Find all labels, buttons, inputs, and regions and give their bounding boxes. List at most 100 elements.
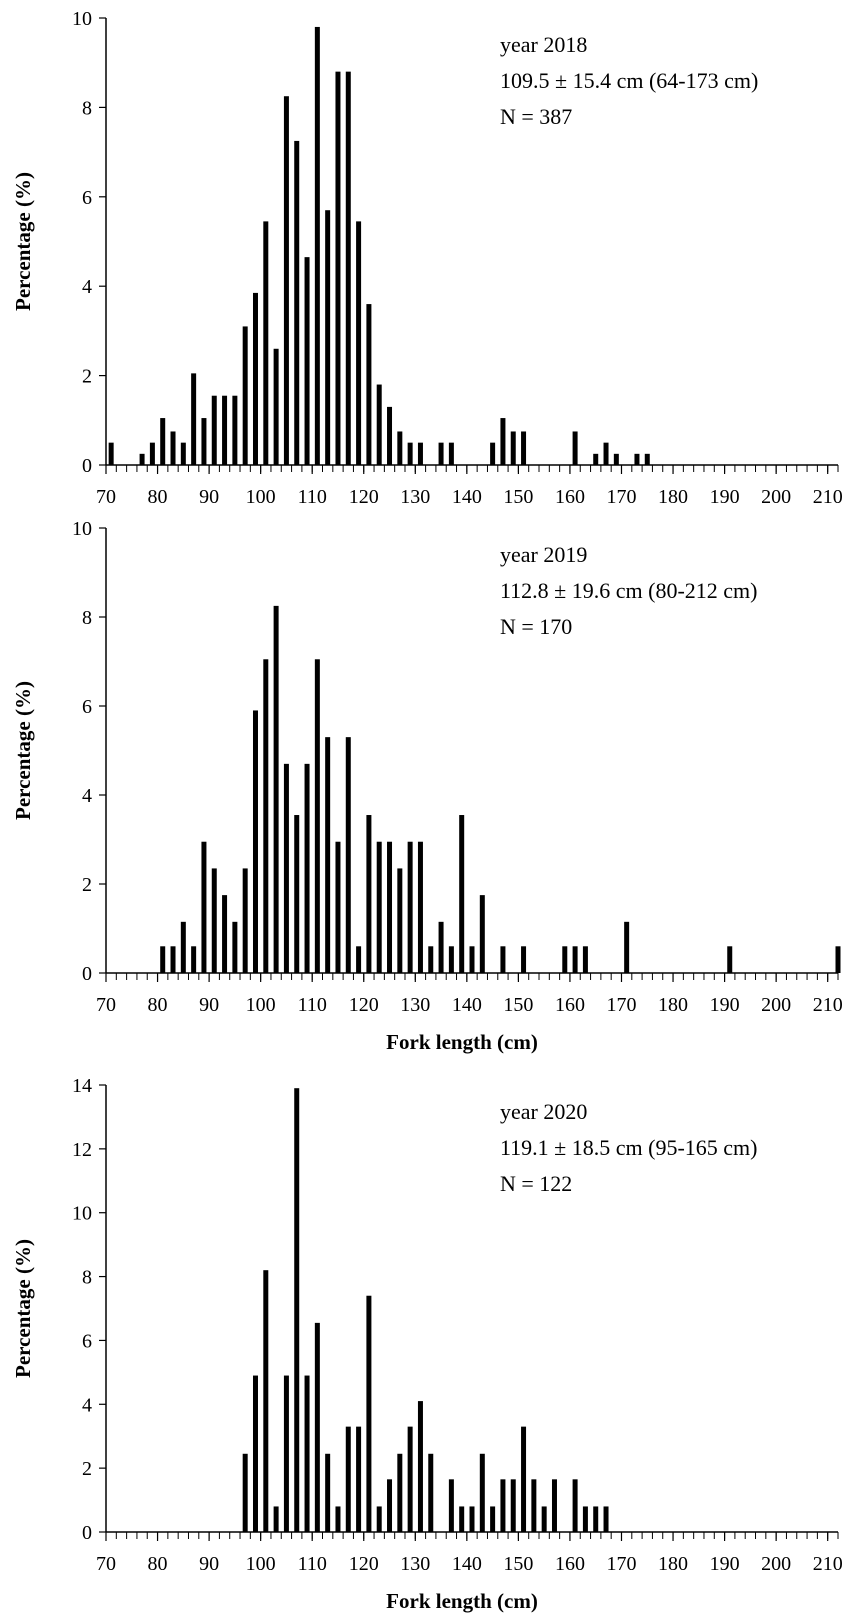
bar (252, 1375, 258, 1532)
bar (624, 921, 630, 973)
bar (593, 453, 599, 465)
bar (304, 1375, 310, 1532)
bar (191, 946, 197, 973)
bar (490, 1506, 496, 1532)
bar (273, 348, 279, 465)
x-tick-label: 210 (813, 994, 843, 1016)
bar (551, 1479, 557, 1532)
bar (613, 453, 619, 465)
bar (428, 1453, 434, 1532)
bar (531, 1479, 537, 1532)
bar (562, 946, 568, 973)
bar (345, 1426, 351, 1532)
bar (335, 841, 341, 973)
bar (345, 71, 351, 465)
bar (428, 946, 434, 973)
y-axis-title: Percentage (%) (11, 1239, 35, 1378)
x-tick-label: 180 (658, 994, 688, 1016)
x-tick-label: 110 (298, 486, 327, 508)
bar (366, 1295, 372, 1532)
y-tick-label: 2 (82, 366, 92, 388)
bar (314, 659, 320, 973)
x-tick-label: 70 (96, 994, 116, 1016)
annotation-line: 119.1 ± 18.5 cm (95-165 cm) (500, 1135, 758, 1160)
bar (448, 1479, 454, 1532)
bar (448, 946, 454, 973)
x-tick-label: 100 (246, 994, 276, 1016)
x-tick-label: 170 (606, 994, 636, 1016)
bar (407, 442, 413, 465)
bar (582, 1506, 588, 1532)
bar (160, 946, 166, 973)
bar (283, 96, 289, 465)
y-tick-label: 8 (82, 1267, 92, 1289)
annotation-line: 112.8 ± 19.6 cm (80-212 cm) (500, 578, 758, 603)
bar (459, 1506, 465, 1532)
x-tick-label: 120 (349, 994, 379, 1016)
y-axis-title: Percentage (%) (11, 681, 35, 820)
bar (314, 26, 320, 465)
bar (232, 395, 238, 465)
bar (407, 841, 413, 973)
x-tick-label: 210 (813, 1553, 843, 1575)
bar (521, 1426, 527, 1532)
bar (376, 1506, 382, 1532)
bar (304, 763, 310, 973)
bar (149, 442, 155, 465)
chart-panel-2: 70 80 90 100 110 120 130 140 150 160 170 180 190 200 2… (11, 518, 843, 1054)
bar (325, 210, 331, 465)
bar (572, 1479, 578, 1532)
x-axis-title: Fork length (cm) (386, 1030, 538, 1054)
bar (356, 221, 362, 465)
annotation-line: N = 170 (500, 614, 572, 639)
bar (191, 373, 197, 465)
bar (170, 431, 176, 465)
bar (201, 841, 207, 973)
x-tick-label: 130 (400, 1553, 430, 1575)
bar (211, 395, 217, 465)
bar (387, 841, 393, 973)
bar (201, 418, 207, 465)
annotation-line: year 2019 (500, 542, 587, 567)
y-tick-label: 10 (72, 1203, 92, 1225)
bar (108, 442, 114, 465)
y-tick-label: 0 (82, 963, 92, 985)
bar (417, 841, 423, 973)
x-tick-label: 150 (503, 1553, 533, 1575)
y-tick-label: 12 (72, 1139, 92, 1161)
bar (232, 921, 238, 973)
bar (387, 1479, 393, 1532)
x-tick-label: 110 (298, 994, 327, 1016)
bar (356, 946, 362, 973)
y-tick-label: 4 (82, 785, 92, 807)
bar (335, 71, 341, 465)
bar (835, 946, 841, 973)
bar (273, 1506, 279, 1532)
x-tick-label: 70 (96, 486, 116, 508)
bar (263, 221, 269, 465)
x-tick-label: 130 (400, 994, 430, 1016)
bar (417, 442, 423, 465)
y-tick-label: 2 (82, 874, 92, 896)
x-tick-label: 120 (349, 1553, 379, 1575)
bar (283, 763, 289, 973)
bar (242, 1453, 248, 1532)
bar (438, 921, 444, 973)
x-tick-label: 160 (555, 486, 585, 508)
chart-panel-1: 70 80 90 100 110 120 130 140 150 160 170 180 190 200 2… (11, 8, 843, 508)
y-tick-label: 6 (82, 1330, 92, 1352)
bar (469, 946, 475, 973)
x-tick-label: 120 (349, 486, 379, 508)
x-tick-label: 90 (199, 1553, 219, 1575)
x-tick-label: 130 (400, 486, 430, 508)
x-axis-title: Fork length (cm) (386, 1589, 538, 1613)
bar (325, 737, 331, 973)
bar (325, 1453, 331, 1532)
x-tick-label: 180 (658, 1553, 688, 1575)
bar (222, 395, 228, 465)
bar (541, 1506, 547, 1532)
x-tick-label: 200 (761, 1553, 791, 1575)
x-tick-label: 200 (761, 994, 791, 1016)
bar (180, 921, 186, 973)
